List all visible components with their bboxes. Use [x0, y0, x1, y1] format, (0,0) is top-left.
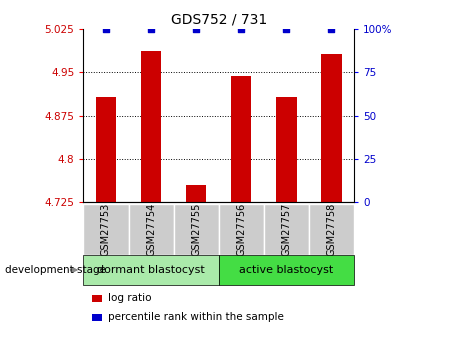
Text: log ratio: log ratio — [108, 294, 151, 303]
Point — [193, 27, 200, 32]
Text: GSM27754: GSM27754 — [146, 203, 156, 256]
Bar — [321, 54, 342, 202]
Text: active blastocyst: active blastocyst — [239, 265, 333, 275]
Title: GDS752 / 731: GDS752 / 731 — [170, 13, 267, 27]
Bar — [219, 255, 354, 285]
Bar — [219, 204, 264, 255]
Bar — [129, 204, 174, 255]
Text: GSM27758: GSM27758 — [327, 203, 336, 256]
Bar — [264, 204, 309, 255]
Text: GSM27757: GSM27757 — [281, 203, 291, 256]
Bar — [276, 97, 296, 202]
Bar — [141, 51, 161, 202]
Bar — [186, 185, 206, 202]
Bar — [174, 204, 219, 255]
Point — [328, 27, 335, 32]
Text: GSM27753: GSM27753 — [101, 203, 111, 256]
Bar — [96, 97, 116, 202]
Bar — [83, 255, 219, 285]
Text: GSM27756: GSM27756 — [236, 203, 246, 256]
Text: dormant blastocyst: dormant blastocyst — [97, 265, 205, 275]
Text: development stage: development stage — [5, 265, 106, 275]
Bar — [83, 204, 129, 255]
Point — [238, 27, 245, 32]
Bar — [231, 77, 252, 202]
Text: GSM27755: GSM27755 — [191, 203, 201, 256]
Point — [147, 27, 155, 32]
Bar — [309, 204, 354, 255]
Text: percentile rank within the sample: percentile rank within the sample — [108, 313, 284, 322]
Point — [102, 27, 110, 32]
Point — [283, 27, 290, 32]
